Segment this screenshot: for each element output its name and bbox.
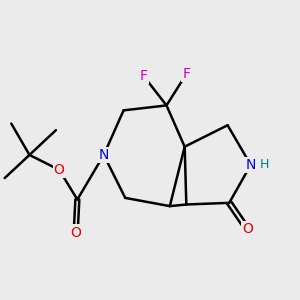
Text: O: O bbox=[242, 222, 253, 236]
Text: F: F bbox=[182, 67, 190, 81]
Text: O: O bbox=[70, 226, 81, 240]
Text: F: F bbox=[140, 69, 147, 83]
Text: O: O bbox=[54, 163, 64, 177]
Text: N: N bbox=[99, 148, 109, 162]
Text: H: H bbox=[260, 158, 269, 171]
Text: N: N bbox=[245, 158, 256, 172]
